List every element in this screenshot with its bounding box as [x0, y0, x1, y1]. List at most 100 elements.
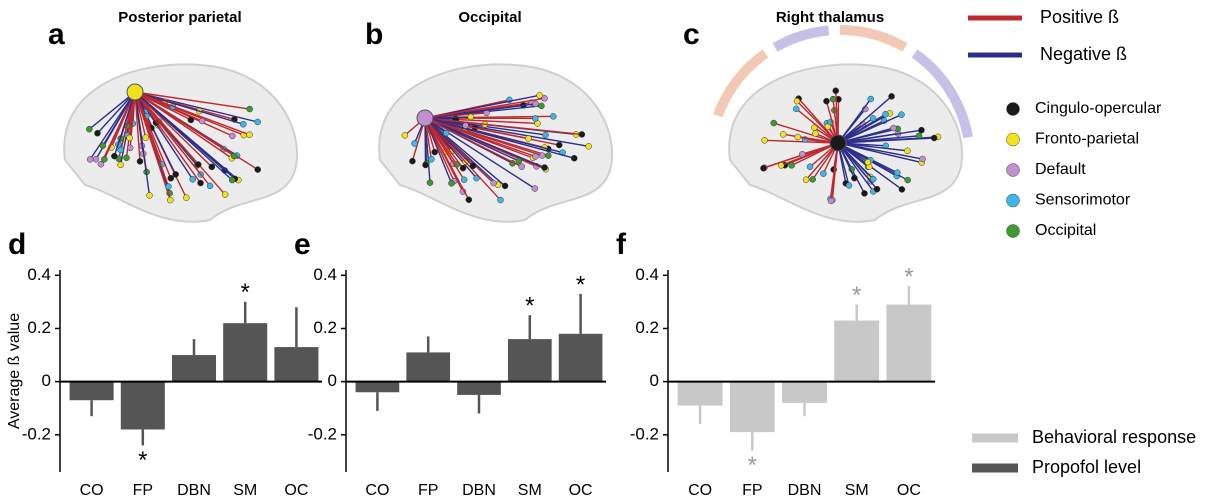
legend-label: Occipital — [1035, 222, 1096, 239]
bar — [121, 382, 165, 430]
bar — [223, 323, 267, 381]
legend-swatch — [1007, 194, 1020, 207]
node — [760, 165, 766, 171]
y-tick-label: 0.4 — [635, 265, 659, 284]
y-tick-label: -0.2 — [308, 424, 337, 443]
node — [883, 111, 889, 117]
y-tick-label: -0.2 — [22, 424, 51, 443]
node — [778, 162, 784, 168]
node — [127, 145, 133, 151]
node — [789, 162, 795, 168]
y-tick-label: 0.2 — [27, 318, 51, 337]
node — [255, 119, 261, 125]
node — [502, 183, 508, 189]
node — [556, 142, 562, 148]
node — [762, 137, 768, 143]
legend-label: Cingulo-opercular — [1035, 100, 1162, 117]
node — [86, 126, 92, 132]
bar — [678, 382, 723, 406]
x-tick-label: FP — [418, 482, 438, 499]
node — [165, 183, 171, 189]
brain — [379, 64, 612, 221]
figure: aPosterior parietalbOccipitalcRight thal… — [0, 0, 1226, 502]
node — [448, 180, 454, 186]
significance-star: * — [138, 447, 147, 474]
node — [168, 175, 174, 181]
node — [199, 118, 205, 124]
node — [432, 149, 438, 155]
panel-letter: e — [294, 228, 311, 261]
node — [461, 177, 467, 183]
node — [846, 182, 852, 188]
significance-star: * — [748, 452, 757, 479]
node — [874, 186, 880, 192]
node — [532, 115, 538, 121]
x-tick-label: OC — [569, 482, 593, 499]
bar — [782, 382, 827, 403]
x-tick-label: SM — [845, 482, 869, 499]
node — [100, 143, 106, 149]
y-tick-label: 0 — [328, 371, 337, 390]
node — [828, 198, 834, 204]
panel-title: Right thalamus — [776, 9, 884, 26]
node — [118, 162, 124, 168]
node — [423, 162, 429, 168]
node — [222, 192, 228, 198]
node — [571, 155, 577, 161]
node — [195, 161, 201, 167]
legend-label: Propofol level — [1032, 457, 1141, 477]
arc — [840, 30, 905, 47]
node — [795, 134, 801, 140]
node — [146, 192, 152, 198]
node — [143, 135, 149, 141]
y-axis-label: Average ß value — [6, 313, 23, 429]
node — [460, 165, 466, 171]
brain — [64, 64, 297, 221]
node — [468, 114, 474, 120]
node — [497, 197, 503, 203]
node — [525, 135, 531, 141]
node — [470, 163, 476, 169]
x-tick-label: DBN — [788, 482, 822, 499]
legend-label: Sensorimotor — [1035, 192, 1131, 209]
arc — [775, 30, 829, 47]
node — [443, 130, 449, 136]
x-tick-label: SM — [518, 482, 542, 499]
node — [586, 143, 592, 149]
node — [810, 176, 816, 182]
node — [794, 98, 800, 104]
panel-letter: b — [365, 18, 383, 51]
node — [833, 88, 839, 94]
node — [579, 131, 585, 137]
node — [823, 98, 829, 104]
legend-label: Default — [1035, 161, 1086, 178]
node — [803, 177, 809, 183]
node — [771, 120, 777, 126]
significance-star: * — [525, 293, 534, 320]
x-tick-label: OC — [897, 482, 921, 499]
x-tick-label: DBN — [462, 482, 496, 499]
panel-letter: a — [48, 18, 65, 51]
node — [545, 153, 551, 159]
bar — [406, 352, 450, 381]
y-tick-label: 0.4 — [27, 265, 51, 284]
x-tick-label: FP — [742, 482, 762, 499]
x-tick-label: CO — [688, 482, 712, 499]
node — [889, 93, 895, 99]
node — [890, 125, 896, 131]
node — [428, 156, 434, 162]
node — [899, 186, 905, 192]
x-tick-label: CO — [80, 482, 104, 499]
node — [198, 180, 204, 186]
node — [209, 164, 215, 170]
bar — [559, 334, 603, 382]
legend-swatch — [1007, 225, 1020, 238]
node — [123, 155, 129, 161]
node — [190, 176, 196, 182]
y-tick-label: 0.4 — [313, 265, 337, 284]
legend-label: Positive ß — [1040, 7, 1119, 27]
x-tick-label: DBN — [177, 482, 211, 499]
bar — [356, 382, 400, 393]
node — [793, 106, 799, 112]
node — [542, 95, 548, 101]
